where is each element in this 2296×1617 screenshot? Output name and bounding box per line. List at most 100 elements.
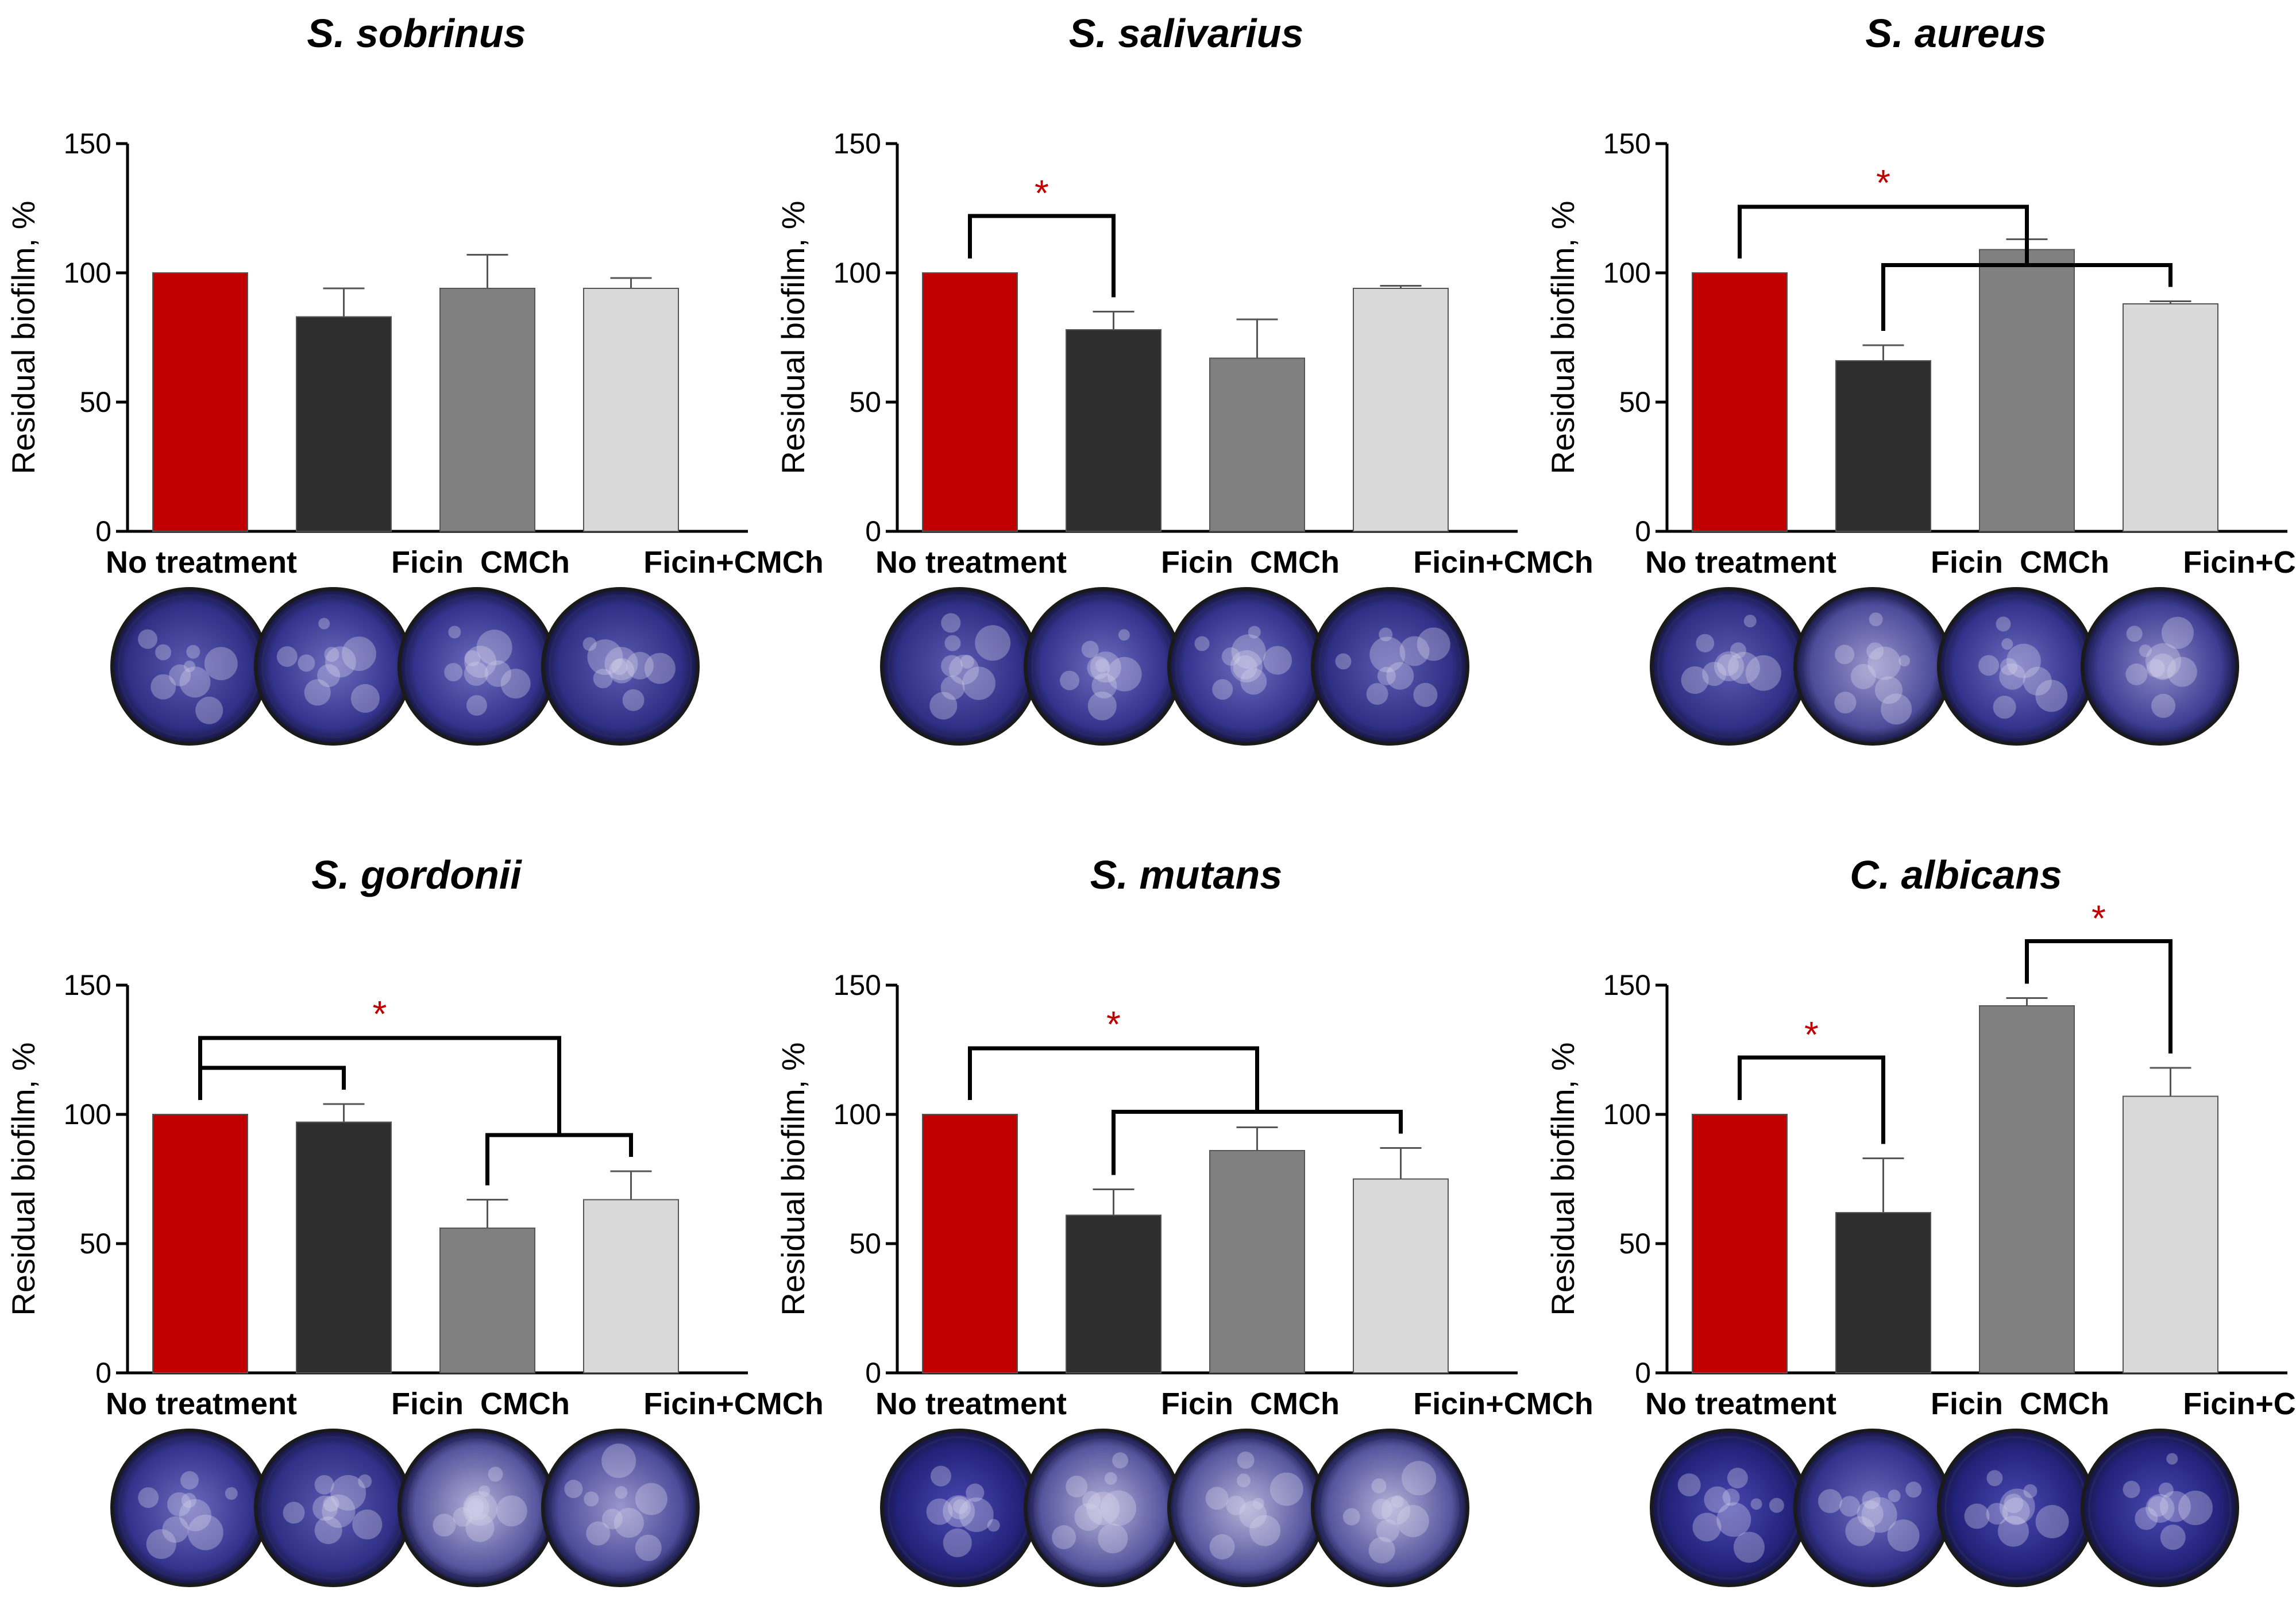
- well-texture: [462, 1491, 497, 1526]
- well-texture: [1866, 642, 1884, 660]
- x-tick-label: CMCh: [480, 545, 570, 580]
- x-tick-label: Ficin: [1161, 545, 1233, 580]
- well-texture: [2158, 1482, 2174, 1498]
- well-texture: [1677, 1473, 1701, 1496]
- well-texture: [1722, 1488, 1740, 1506]
- well-texture: [146, 1529, 176, 1560]
- well-texture: [2125, 663, 2148, 685]
- y-tick-label: 50: [849, 1228, 881, 1260]
- well-texture: [314, 1516, 342, 1545]
- chart-title: S. aureus: [1865, 11, 2046, 56]
- bar-ficin-cmch: [2123, 303, 2218, 532]
- well-texture: [325, 646, 356, 678]
- well-texture: [1112, 1452, 1129, 1469]
- well-texture: [186, 645, 200, 659]
- well-texture: [1881, 693, 1912, 725]
- well-texture: [1993, 696, 2016, 719]
- well-texture: [225, 1487, 238, 1500]
- well-texture: [330, 1475, 366, 1511]
- well-texture: [465, 1513, 495, 1542]
- significance-star: *: [1876, 162, 1890, 203]
- well-texture: [1999, 663, 2026, 690]
- well-texture: [151, 674, 176, 700]
- well-texture: [1402, 1461, 1437, 1496]
- well-texture: [2023, 666, 2052, 696]
- well-texture: [1269, 1472, 1303, 1506]
- well-texture: [582, 637, 597, 651]
- bar-ficin-cmch: [2123, 1095, 2218, 1373]
- x-tick-label: Ficin+CMCh: [643, 545, 824, 580]
- x-tick-label: Ficin: [391, 1387, 464, 1421]
- bar-no-treatment: [922, 1114, 1018, 1373]
- well-texture: [1263, 646, 1292, 675]
- well-texture: [1376, 1519, 1399, 1542]
- well-texture: [1716, 1502, 1751, 1537]
- significance-bracket-outer: [198, 1036, 561, 1135]
- significance-bracket-inner: [485, 1133, 633, 1186]
- well-texture: [2023, 1484, 2038, 1498]
- chart-panel: S. salivarius Residual biofilm, % 0 50 100 15…: [775, 11, 1593, 746]
- well-texture: [1396, 1505, 1429, 1537]
- well-texture: [1377, 666, 1396, 685]
- well-texture: [1230, 650, 1263, 682]
- well-texture: [464, 661, 488, 686]
- well-texture: [586, 1521, 611, 1546]
- well-image-ficin-cmch: [1311, 1429, 1469, 1587]
- well-texture: [1717, 654, 1739, 676]
- x-tick-label: CMCh: [1250, 1387, 1340, 1421]
- well-texture: [962, 666, 995, 700]
- well-texture: [622, 689, 645, 711]
- x-tick-label: No treatment: [1645, 1387, 1836, 1421]
- y-axis-label: Residual biofilm, %: [775, 1042, 811, 1315]
- significance-bracket-inner: [198, 1066, 346, 1100]
- well-texture: [466, 1498, 484, 1515]
- well-texture: [324, 647, 339, 662]
- well-texture: [1681, 666, 1709, 694]
- well-texture: [1082, 1491, 1101, 1510]
- well-texture: [184, 661, 195, 672]
- well-texture: [1986, 1470, 2003, 1487]
- x-tick-label: CMCh: [480, 1387, 570, 1421]
- well-texture: [479, 1485, 491, 1497]
- well-texture: [1086, 1491, 1120, 1525]
- y-tick-label: 50: [849, 386, 881, 418]
- y-tick-label: 100: [1603, 1098, 1651, 1130]
- well-texture: [609, 658, 635, 684]
- y-tick-label: 50: [79, 386, 111, 418]
- well-texture: [2001, 638, 2013, 650]
- well-texture: [2002, 1497, 2030, 1525]
- well-rim: [549, 1436, 692, 1580]
- well-texture: [1964, 1503, 1990, 1529]
- well-texture: [298, 654, 315, 672]
- well-texture: [433, 1514, 456, 1537]
- y-tick-label: 100: [1603, 257, 1651, 289]
- y-axis-label: Residual biofilm, %: [5, 200, 41, 474]
- chart-title: S. gordonii: [311, 852, 522, 897]
- well-texture: [584, 1491, 599, 1507]
- well-texture: [943, 1495, 975, 1527]
- chart-panel: S. aureus Residual biofilm, % 0 50 100 150 No …: [1545, 11, 2296, 746]
- well-texture: [358, 1474, 372, 1488]
- well-texture: [314, 1475, 334, 1495]
- well-texture: [464, 646, 497, 678]
- well-texture: [1381, 1496, 1410, 1525]
- well-texture: [1867, 646, 1901, 680]
- bar-ficin: [296, 1121, 392, 1373]
- well-texture: [1692, 1512, 1722, 1542]
- chart-panel: S. gordonii Residual biofilm, % 0 50 100 150 N…: [5, 852, 824, 1587]
- well-texture: [1898, 655, 1911, 667]
- well-texture: [960, 655, 974, 669]
- well-texture: [1817, 1489, 1842, 1514]
- well-texture: [943, 1528, 972, 1557]
- chart-title: S. salivarius: [1069, 11, 1304, 56]
- x-tick-label: CMCh: [1250, 545, 1340, 580]
- well-texture: [1231, 634, 1266, 669]
- well-texture: [948, 1496, 971, 1519]
- well-texture: [187, 1514, 223, 1550]
- well-texture: [626, 651, 654, 680]
- significance-bracket: [1738, 1055, 1885, 1144]
- well-texture: [1733, 1531, 1765, 1563]
- well-texture: [1696, 634, 1715, 653]
- bar-cmch: [1209, 357, 1305, 532]
- y-tick-label: 0: [865, 1357, 881, 1389]
